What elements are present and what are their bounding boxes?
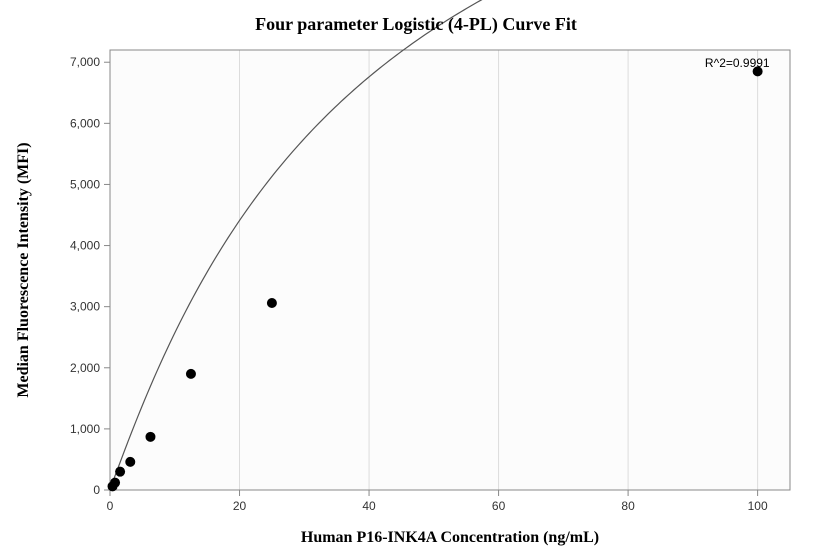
data-point: [115, 467, 125, 477]
y-tick-label: 1,000: [70, 422, 100, 436]
data-point: [267, 298, 277, 308]
r-squared-annotation: R^2=0.9991: [705, 56, 770, 70]
data-point: [186, 369, 196, 379]
x-tick-label: 60: [492, 499, 506, 513]
x-tick-label: 20: [233, 499, 247, 513]
x-axis-label: Human P16-INK4A Concentration (ng/mL): [301, 529, 599, 546]
y-tick-label: 0: [93, 483, 100, 497]
y-tick-label: 6,000: [70, 116, 100, 130]
data-point: [110, 478, 120, 488]
plot-area: [110, 50, 790, 490]
chart-title: Four parameter Logistic (4-PL) Curve Fit: [255, 14, 577, 35]
data-point: [125, 457, 135, 467]
y-axis-label: Median Fluorescence Intensity (MFI): [15, 142, 32, 397]
y-tick-label: 5,000: [70, 177, 100, 191]
y-tick-label: 4,000: [70, 239, 100, 253]
x-tick-label: 80: [621, 499, 635, 513]
data-point: [145, 432, 155, 442]
y-tick-label: 2,000: [70, 361, 100, 375]
y-tick-label: 3,000: [70, 300, 100, 314]
curve-fit-chart: 0 20 40 60 80 100 0 1,000 2,000 3,000 4,000 5,000 6,…: [0, 0, 832, 560]
chart-container: 0 20 40 60 80 100 0 1,000 2,000 3,000 4,000 5,000 6,…: [0, 0, 832, 560]
x-tick-label: 100: [748, 499, 768, 513]
x-tick-label: 40: [362, 499, 376, 513]
y-tick-label: 7,000: [70, 55, 100, 69]
x-tick-label: 0: [107, 499, 114, 513]
